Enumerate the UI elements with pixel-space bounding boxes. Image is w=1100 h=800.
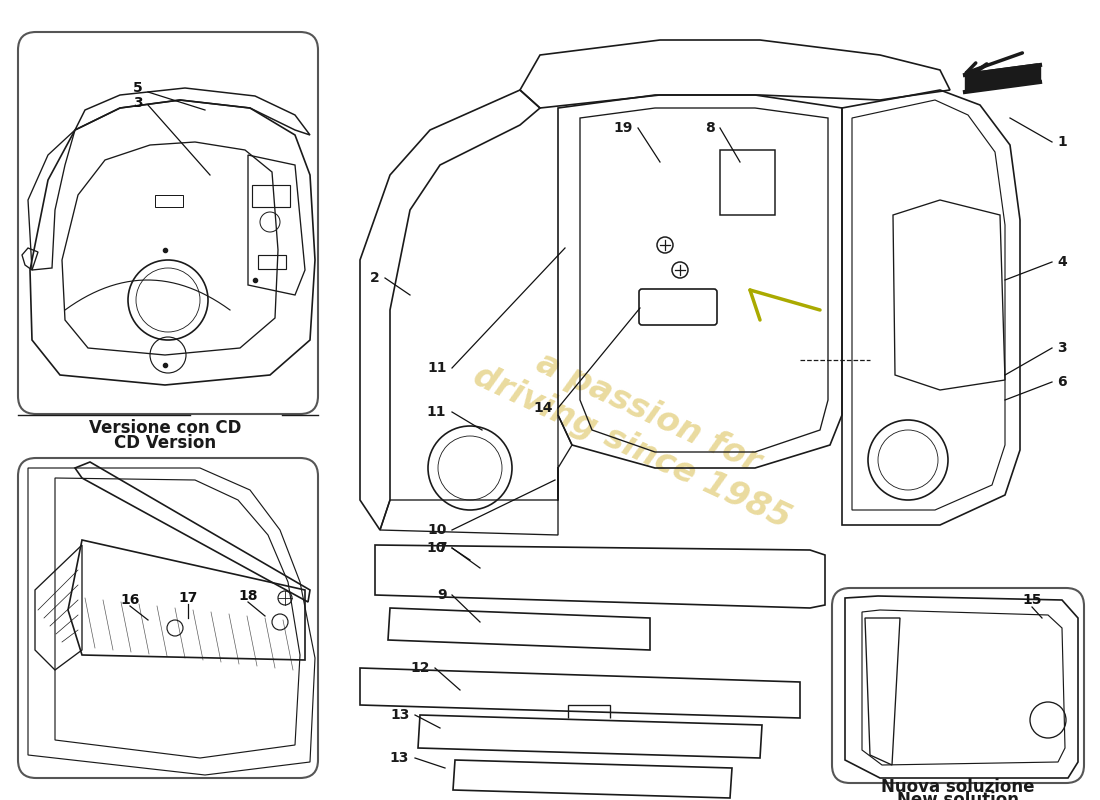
Text: 7: 7 (438, 541, 447, 555)
Text: 3: 3 (133, 96, 143, 110)
FancyBboxPatch shape (832, 588, 1084, 783)
Text: 15: 15 (1022, 593, 1042, 607)
Text: 13: 13 (390, 708, 410, 722)
Text: 4: 4 (1057, 255, 1067, 269)
Bar (252, 185, 290, 207)
Text: Versione con CD: Versione con CD (89, 419, 241, 437)
Text: 17: 17 (178, 591, 198, 605)
Text: 9: 9 (438, 588, 447, 602)
Text: 19: 19 (614, 121, 632, 135)
Text: 11: 11 (427, 405, 446, 419)
Bar (258, 255, 286, 269)
Text: 1: 1 (1057, 135, 1067, 149)
Text: Nuova soluzione: Nuova soluzione (881, 778, 1035, 796)
Bar (155, 195, 183, 207)
Text: New solution: New solution (896, 791, 1019, 800)
Text: 13: 13 (389, 751, 409, 765)
Text: 10: 10 (428, 523, 447, 537)
Text: 11: 11 (428, 361, 447, 375)
Text: 2: 2 (371, 271, 380, 285)
Text: 12: 12 (410, 661, 430, 675)
FancyBboxPatch shape (18, 32, 318, 414)
Text: 18: 18 (239, 589, 257, 603)
Text: CD Version: CD Version (114, 434, 216, 452)
Bar (720, 150, 775, 215)
Text: 6: 6 (1057, 375, 1067, 389)
Text: 14: 14 (534, 401, 553, 415)
Text: 8: 8 (705, 121, 715, 135)
Text: 10: 10 (427, 541, 446, 555)
Text: 3: 3 (1057, 341, 1067, 355)
Text: 16: 16 (120, 593, 140, 607)
Text: a passion for
driving since 1985: a passion for driving since 1985 (468, 325, 812, 535)
Text: 5: 5 (133, 81, 143, 95)
FancyBboxPatch shape (18, 458, 318, 778)
